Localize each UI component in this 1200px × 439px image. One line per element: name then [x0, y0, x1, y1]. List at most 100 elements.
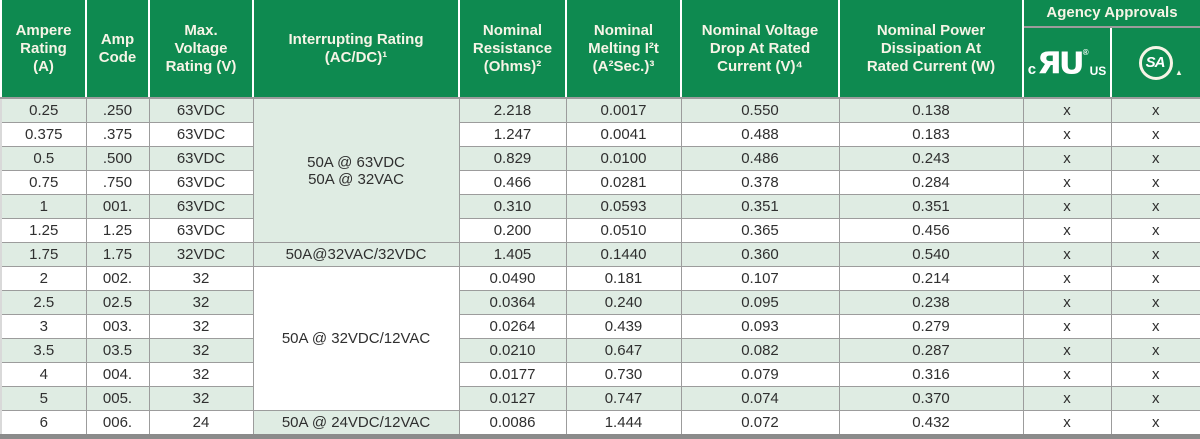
cell-code: .250 [85, 97, 150, 124]
cell-code: 02.5 [85, 290, 150, 316]
header-amp-code: Amp Code [85, 0, 150, 100]
cell-ul-approval: x [1022, 386, 1112, 412]
cell-csa-approval: x [1110, 314, 1200, 340]
table-row: 0.5 .500 63VDC 0.829 0.0100 0.486 0.243 … [0, 146, 1200, 172]
cell-csa-approval: x [1110, 266, 1200, 292]
cell-power: 0.238 [838, 290, 1024, 316]
cell-drop: 0.079 [680, 362, 840, 388]
cell-power: 0.370 [838, 386, 1024, 412]
cell-voltage: 63VDC [148, 170, 254, 196]
ul-registered-symbol: ® [1082, 47, 1089, 57]
cell-csa-approval: x [1110, 170, 1200, 196]
table-row: 2.5 02.5 32 0.0364 0.240 0.095 0.238 x x [0, 290, 1200, 316]
cell-drop: 0.378 [680, 170, 840, 196]
cell-voltage: 63VDC [148, 97, 254, 124]
ul-us-suffix: US [1089, 63, 1107, 78]
cell-resistance: 1.247 [458, 122, 567, 148]
cell-power: 0.243 [838, 146, 1024, 172]
header-csa: SA ▲ [1110, 27, 1200, 100]
cell-melting: 0.730 [565, 362, 682, 388]
cell-amp: 0.75 [0, 170, 87, 196]
cell-melting: 0.0041 [565, 122, 682, 148]
cell-power: 0.432 [838, 410, 1024, 438]
cell-voltage: 63VDC [148, 218, 254, 244]
cell-melting: 0.0100 [565, 146, 682, 172]
cell-resistance: 2.218 [458, 97, 567, 124]
table-row: 2 002. 32 50A @ 32VDC/12VAC 0.0490 0.181… [0, 266, 1200, 412]
cell-code: 006. [85, 410, 150, 438]
cell-interrupting: 50A @ 32VDC/12VAC [252, 266, 460, 412]
cell-amp: 1.75 [0, 242, 87, 268]
cell-power: 0.214 [838, 266, 1024, 292]
cell-drop: 0.486 [680, 146, 840, 172]
cell-resistance: 0.0364 [458, 290, 567, 316]
cell-code: 002. [85, 266, 150, 292]
cell-ul-approval: x [1022, 410, 1112, 438]
cell-code: 1.25 [85, 218, 150, 244]
cell-amp: 1.25 [0, 218, 87, 244]
cell-melting: 0.439 [565, 314, 682, 340]
cell-melting: 1.444 [565, 410, 682, 438]
header-cul-us: c ЯU ® US [1022, 27, 1112, 100]
cell-csa-approval: x [1110, 194, 1200, 220]
cell-melting: 0.747 [565, 386, 682, 412]
cell-voltage: 32VDC [148, 242, 254, 268]
cell-ul-approval: x [1022, 362, 1112, 388]
cell-drop: 0.072 [680, 410, 840, 438]
cell-drop: 0.093 [680, 314, 840, 340]
cell-amp: 0.25 [0, 97, 87, 124]
cell-code: .500 [85, 146, 150, 172]
cell-melting: 0.1440 [565, 242, 682, 268]
cell-voltage: 32 [148, 386, 254, 412]
cell-interrupting: 50A @ 24VDC/12VAC [252, 410, 460, 438]
cell-csa-approval: x [1110, 290, 1200, 316]
ul-recognized-mark: ЯU [1037, 44, 1085, 81]
cell-voltage: 32 [148, 266, 254, 292]
cell-ul-approval: x [1022, 242, 1112, 268]
cell-resistance: 0.0264 [458, 314, 567, 340]
table-row: 4 004. 32 0.0177 0.730 0.079 0.316 x x [0, 362, 1200, 388]
cell-drop: 0.550 [680, 97, 840, 124]
cell-melting: 0.240 [565, 290, 682, 316]
cell-code: 03.5 [85, 338, 150, 364]
cell-resistance: 0.466 [458, 170, 567, 196]
cell-power: 0.287 [838, 338, 1024, 364]
cell-ul-approval: x [1022, 218, 1112, 244]
table-row: 5 005. 32 0.0127 0.747 0.074 0.370 x x [0, 386, 1200, 412]
cell-amp: 3 [0, 314, 87, 340]
cell-csa-approval: x [1110, 386, 1200, 412]
cell-voltage: 24 [148, 410, 254, 438]
csa-triangle: ▲ [1175, 68, 1183, 78]
cell-power: 0.351 [838, 194, 1024, 220]
cell-amp: 6 [0, 410, 87, 438]
cell-code: 005. [85, 386, 150, 412]
cell-resistance: 0.829 [458, 146, 567, 172]
cell-ul-approval: x [1022, 170, 1112, 196]
cell-amp: 0.375 [0, 122, 87, 148]
cell-ul-approval: x [1022, 97, 1112, 124]
cell-csa-approval: x [1110, 362, 1200, 388]
cell-resistance: 0.0177 [458, 362, 567, 388]
cell-code: .375 [85, 122, 150, 148]
cell-power: 0.138 [838, 97, 1024, 124]
cell-ul-approval: x [1022, 122, 1112, 148]
csa-mark-icon: SA ▲ [1112, 45, 1200, 80]
csa-circle: SA [1139, 45, 1173, 80]
table-row: 1.75 1.75 32VDC 50A@32VAC/32VDC 1.405 0.… [0, 242, 1200, 268]
cell-amp: 0.5 [0, 146, 87, 172]
cell-drop: 0.074 [680, 386, 840, 412]
cell-resistance: 0.0127 [458, 386, 567, 412]
cell-voltage: 63VDC [148, 194, 254, 220]
table-row: 6 006. 24 50A @ 24VDC/12VAC 0.0086 1.444… [0, 410, 1200, 438]
table-row: 0.375 .375 63VDC 1.247 0.0041 0.488 0.18… [0, 122, 1200, 148]
cell-amp: 2 [0, 266, 87, 292]
cell-csa-approval: x [1110, 338, 1200, 364]
cell-drop: 0.082 [680, 338, 840, 364]
cell-csa-approval: x [1110, 242, 1200, 268]
cell-drop: 0.351 [680, 194, 840, 220]
cell-ul-approval: x [1022, 146, 1112, 172]
cell-voltage: 32 [148, 362, 254, 388]
cell-power: 0.183 [838, 122, 1024, 148]
cell-code: .750 [85, 170, 150, 196]
cell-melting: 0.0281 [565, 170, 682, 196]
